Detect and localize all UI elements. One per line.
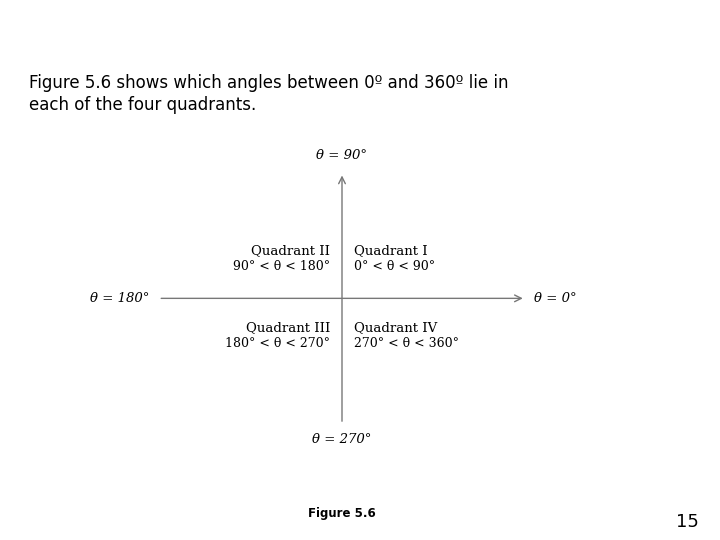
Text: Figure 5.6 shows which angles between 0º and 360º lie in: Figure 5.6 shows which angles between 0º… xyxy=(29,73,508,92)
Text: each of the four quadrants.: each of the four quadrants. xyxy=(29,96,256,114)
Text: Figure 5.6: Figure 5.6 xyxy=(308,507,376,520)
Text: 270° < θ < 360°: 270° < θ < 360° xyxy=(354,337,459,350)
Text: Quadrant IV: Quadrant IV xyxy=(354,322,437,335)
Text: 180° < θ < 270°: 180° < θ < 270° xyxy=(225,337,330,350)
Text: 90° < θ < 180°: 90° < θ < 180° xyxy=(233,260,330,273)
Text: Quadrant II: Quadrant II xyxy=(251,244,330,257)
Text: 15: 15 xyxy=(675,514,698,531)
Text: 0° < θ < 90°: 0° < θ < 90° xyxy=(354,260,435,273)
Text: θ = 90°: θ = 90° xyxy=(317,149,367,162)
Text: Quadrant III: Quadrant III xyxy=(246,322,330,335)
Text: Quadrant I: Quadrant I xyxy=(354,244,427,257)
Text: θ = 0°: θ = 0° xyxy=(534,292,577,305)
Text: θ = 180°: θ = 180° xyxy=(91,292,150,305)
Text: Degree Measure: Degree Measure xyxy=(18,13,326,46)
Text: θ = 270°: θ = 270° xyxy=(312,433,372,446)
